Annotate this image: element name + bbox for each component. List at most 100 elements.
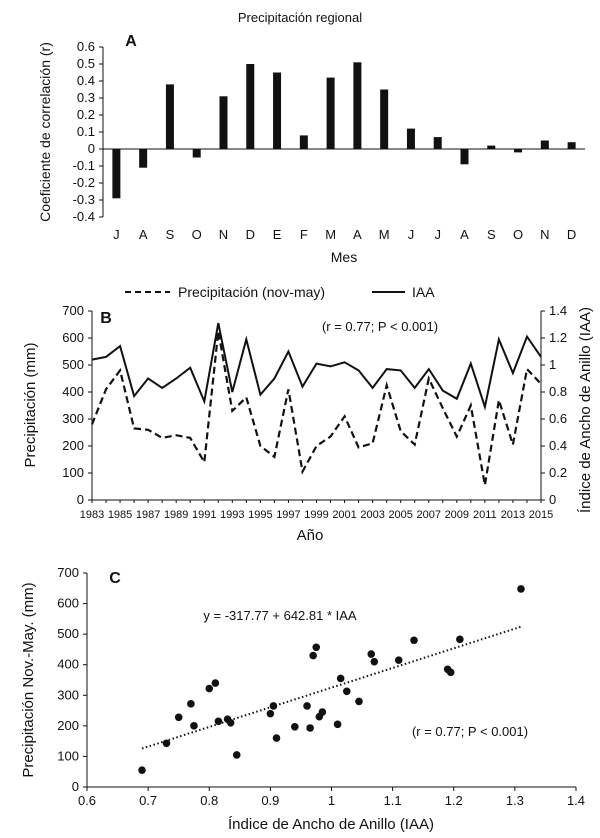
x-tick-label-a: M: [379, 227, 390, 242]
y-tick-label-c: 100: [57, 748, 79, 763]
scatter-point: [187, 700, 195, 708]
bar: [540, 140, 549, 149]
x-tick-label-a: D: [567, 227, 576, 242]
x-tick-label-b: 2001: [332, 509, 356, 521]
x-tick-label-a: O: [192, 227, 202, 242]
x-axis-title-c: Índice de Ancho de Anillo (IAA): [228, 816, 434, 833]
x-tick-label-a: M: [325, 227, 336, 242]
y-tick-label-right-b: 0.4: [549, 438, 567, 453]
y-tick-label-a: 0.3: [77, 90, 95, 105]
x-tick-label-b: 2007: [417, 509, 441, 521]
x-tick-label-b: 1987: [136, 509, 160, 521]
bar: [514, 149, 523, 153]
scatter-point: [266, 709, 275, 718]
x-tick-label-b: 1997: [276, 509, 300, 521]
chart-title: Precipitación regional: [238, 10, 362, 25]
y-tick-label-c: 0: [72, 779, 79, 794]
x-tick-label-b: 1991: [192, 509, 216, 521]
x-tick-label-b: 2003: [360, 509, 384, 521]
x-tick-label-a: F: [300, 227, 308, 242]
y-tick-label-a: 0: [88, 141, 95, 156]
y-tick-label-left-b: 0: [77, 492, 84, 507]
x-tick-label-c: 0.9: [261, 793, 279, 808]
y-tick-label-right-b: 0.2: [549, 465, 567, 480]
y-tick-label-right-b: 0.6: [549, 411, 567, 426]
bar: [299, 135, 308, 149]
x-tick-label-a: O: [513, 227, 523, 242]
series-line-iaa: [91, 322, 542, 411]
y-axis-title-left-b: Precipitación (mm): [22, 342, 39, 467]
scatter-point: [367, 650, 376, 658]
scatter-point: [312, 643, 321, 652]
y-tick-label-c: 700: [57, 565, 79, 580]
x-axis-title-b: Año: [297, 527, 324, 544]
bar: [273, 72, 282, 149]
y-axis-title-right-b: Índice de Ancho de Anillo (IAA): [577, 307, 594, 513]
y-tick-label-a: 0.2: [77, 107, 95, 122]
bar: [433, 137, 442, 149]
scatter-point: [333, 720, 342, 729]
bar: [165, 84, 174, 149]
x-tick-label-a: N: [540, 227, 549, 242]
x-tick-label-a: S: [487, 227, 496, 242]
x-tick-label-b: 1983: [80, 509, 104, 521]
y-tick-label-right-b: 1: [549, 357, 556, 372]
x-tick-label-a: J: [113, 227, 120, 242]
x-tick-label-a: J: [408, 227, 415, 242]
scatter-point: [355, 697, 363, 706]
x-tick-label-c: 0.8: [200, 793, 218, 808]
y-axis-title-c: Precipitación Nov.-May. (mm): [20, 582, 37, 777]
bar: [192, 149, 201, 158]
scatter-point: [291, 722, 299, 731]
scatter-point: [138, 766, 146, 774]
x-tick-label-a: A: [460, 227, 469, 242]
series-line-precip: [90, 331, 542, 486]
panel-label-b: B: [100, 310, 112, 327]
scatter-point: [174, 713, 183, 722]
y-tick-label-a: 0.6: [77, 39, 95, 54]
scatter-point: [269, 702, 278, 710]
y-tick-label-c: 600: [57, 596, 79, 611]
scatter-point: [205, 684, 214, 693]
x-tick-label-a: S: [166, 227, 175, 242]
scatter-point: [336, 674, 345, 683]
y-tick-label-a: -0.1: [73, 158, 95, 173]
x-tick-label-b: 1999: [304, 509, 328, 521]
scatter-point: [303, 702, 311, 710]
y-tick-label-right-b: 0: [549, 492, 556, 507]
y-tick-label-c: 200: [57, 718, 79, 733]
scatter-point: [456, 635, 464, 644]
x-tick-label-b: 1993: [220, 509, 244, 521]
scatter-point: [318, 708, 327, 716]
scatter-point: [446, 668, 455, 677]
scatter-point: [309, 651, 317, 660]
scatter-point: [272, 734, 281, 742]
y-tick-label-c: 400: [57, 657, 79, 672]
y-tick-label-a: 0.5: [77, 56, 95, 71]
x-tick-label-a: E: [273, 227, 282, 242]
panel-label-a: A: [125, 33, 137, 50]
y-tick-label-a: -0.4: [73, 209, 95, 224]
bar: [326, 77, 335, 149]
y-tick-label-left-b: 100: [62, 465, 84, 480]
y-tick-label-a: 0.4: [77, 73, 95, 88]
scatter-point: [226, 719, 235, 727]
y-tick-label-right-b: 0.8: [549, 384, 567, 399]
scatter-point: [410, 636, 418, 645]
x-tick-label-b: 2005: [388, 509, 412, 521]
scatter-point: [517, 585, 525, 593]
x-tick-label-c: 1: [328, 793, 335, 808]
x-tick-label-c: 1.4: [567, 793, 585, 808]
y-tick-label-left-b: 600: [62, 330, 84, 345]
bar: [380, 89, 389, 149]
y-tick-label-left-b: 400: [62, 384, 84, 399]
bar: [219, 96, 228, 149]
y-tick-label-left-b: 200: [62, 438, 84, 453]
x-tick-label-b: 1989: [164, 509, 188, 521]
x-tick-label-b: 2013: [501, 509, 525, 521]
bar: [139, 149, 148, 168]
y-tick-label-c: 300: [57, 687, 79, 702]
x-tick-label-b: 2009: [445, 509, 469, 521]
scatter-point: [342, 687, 351, 696]
